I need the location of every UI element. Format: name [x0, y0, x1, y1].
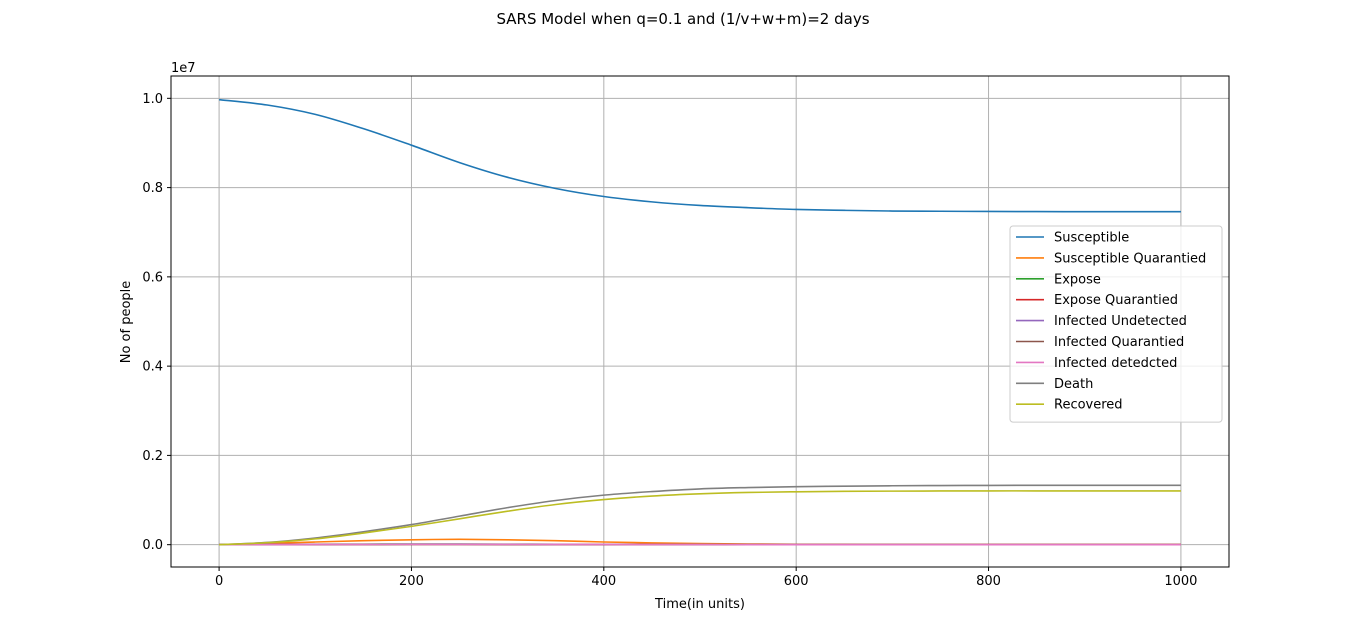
x-tick-label: 600 [784, 574, 809, 589]
y-tick-label: 0.8 [142, 181, 163, 196]
legend-label: Expose [1054, 272, 1101, 287]
y-tick-label: 1.0 [142, 92, 163, 107]
plot-frame [170, 75, 1230, 568]
legend-label: Susceptible Quarantied [1054, 251, 1206, 266]
x-axis-label: Time(in units) [654, 597, 745, 612]
legend-label: Infected Undetected [1054, 314, 1187, 329]
legend-box [1009, 225, 1223, 423]
y-tick-label: 0.6 [142, 270, 163, 285]
legend-label: Recovered [1054, 398, 1123, 413]
x-tick-label: 800 [976, 574, 1001, 589]
series-line-recovered [219, 490, 1181, 546]
y-tick-label: 0.0 [142, 538, 163, 553]
x-tick-label: 200 [399, 574, 424, 589]
series-lines [219, 98, 1181, 546]
legend-label: Expose Quarantied [1054, 293, 1178, 308]
x-tick-label: 0 [215, 574, 223, 589]
y-offset-label: 1e7 [171, 61, 196, 76]
y-tick-label: 0.4 [142, 360, 163, 375]
x-tick-label: 1000 [1164, 574, 1197, 589]
series-line-susceptible [219, 98, 1181, 213]
series-line-death [219, 484, 1181, 546]
legend-label: Infected detedcted [1054, 356, 1177, 371]
legend: Susceptible Susceptible Quarantied Expose E… [1009, 225, 1223, 423]
legend-label: Infected Quarantied [1054, 335, 1184, 350]
y-tick-label: 0.2 [142, 449, 163, 464]
legend-label: Death [1054, 377, 1093, 392]
x-tick-label: 400 [591, 574, 616, 589]
y-axis-label: No of people [119, 281, 134, 364]
legend-label: Susceptible [1054, 231, 1129, 246]
chart-title: SARS Model when q=0.1 and (1/v+w+m)=2 da… [496, 10, 869, 28]
axis-ticks: 0 200 400 600 800 1000 0.0 0.2 0.4 0.6 0.8 1.0 [142, 92, 1197, 589]
